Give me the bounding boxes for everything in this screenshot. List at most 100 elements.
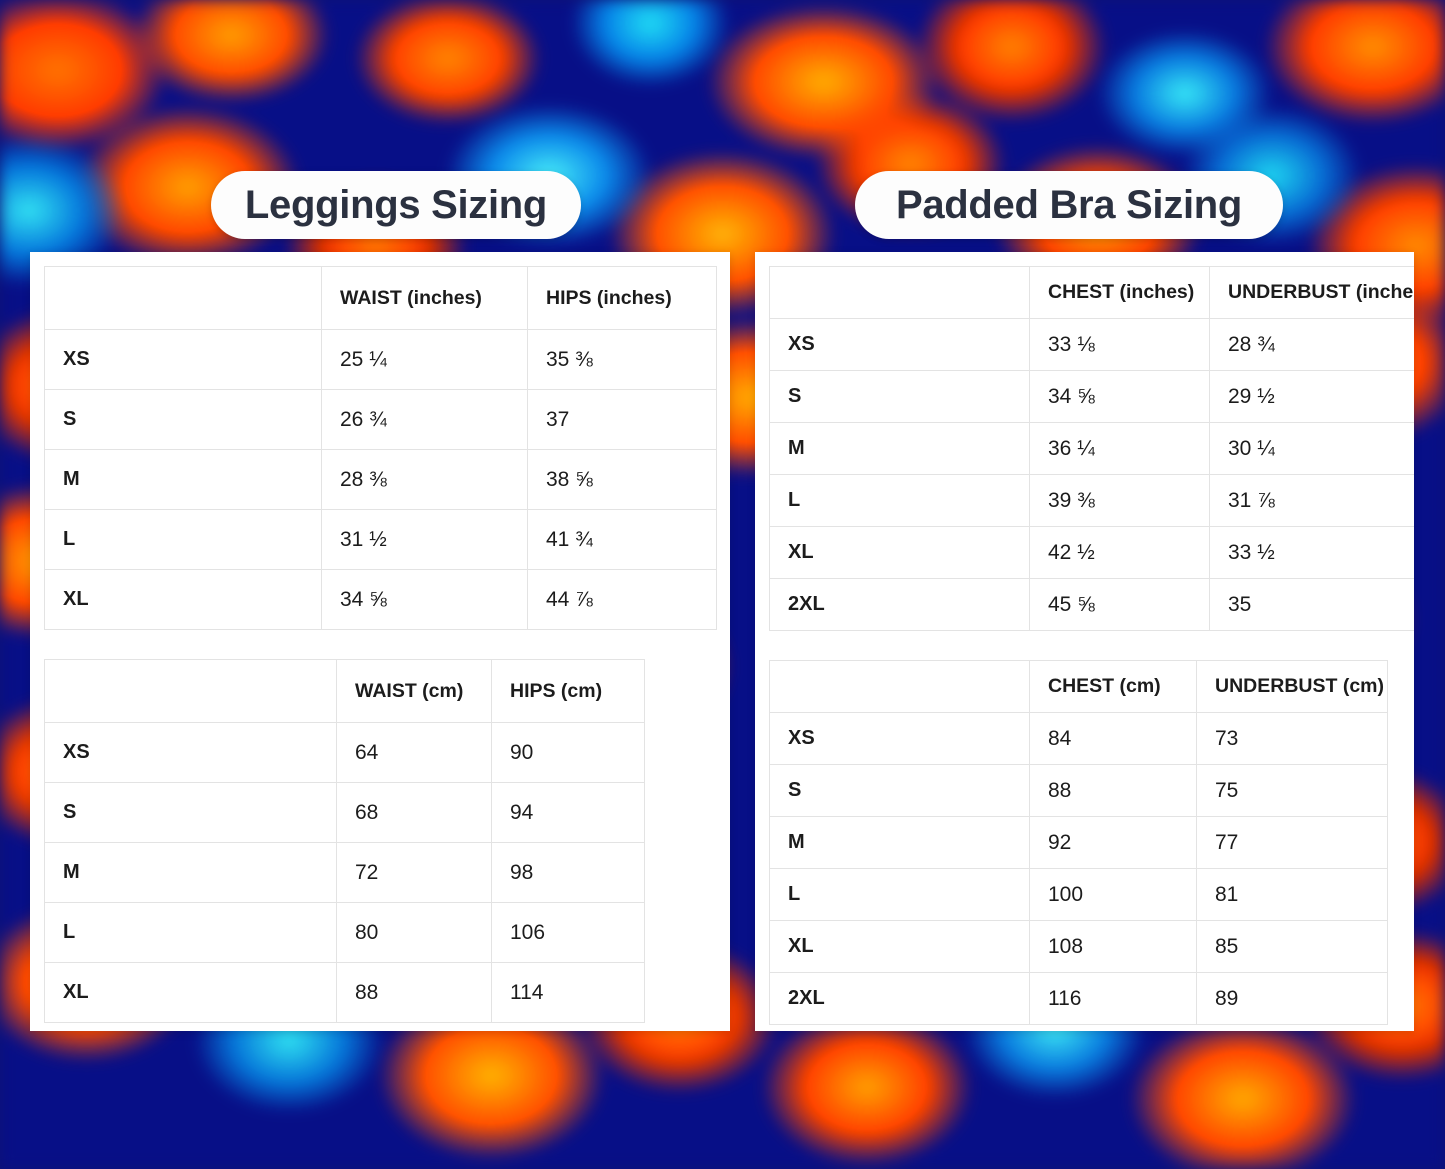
waist-value: 80	[336, 902, 492, 963]
size-label: 2XL	[769, 972, 1030, 1025]
size-label: XL	[44, 962, 337, 1023]
chest-value: 45 ⅝	[1029, 578, 1210, 631]
chest-value: 33 ⅛	[1029, 318, 1210, 371]
size-label: M	[769, 816, 1030, 869]
leggings-card: WAIST (inches) HIPS (inches) XS 25 ¼ 35 …	[30, 252, 730, 1031]
column-header-underbust: UNDERBUST (inches)	[1209, 266, 1414, 319]
table-row: L 39 ⅜ 31 ⅞	[769, 474, 1414, 527]
bra-inches-table: CHEST (inches) UNDERBUST (inches) XS 33 …	[769, 266, 1414, 631]
table-row: L 100 81	[769, 868, 1388, 921]
table-header-row: WAIST (inches) HIPS (inches)	[44, 266, 717, 330]
chest-value: 92	[1029, 816, 1197, 869]
underbust-value: 31 ⅞	[1209, 474, 1414, 527]
table-header-row: CHEST (cm) UNDERBUST (cm)	[769, 660, 1388, 713]
chest-value: 39 ⅜	[1029, 474, 1210, 527]
size-label: S	[44, 389, 322, 450]
hips-value: 44 ⅞	[527, 569, 717, 630]
column-header-size	[769, 660, 1030, 713]
table-row: XL 108 85	[769, 920, 1388, 973]
underbust-value: 81	[1196, 868, 1388, 921]
size-label: M	[769, 422, 1030, 475]
waist-value: 25 ¼	[321, 329, 528, 390]
chest-value: 116	[1029, 972, 1197, 1025]
column-header-size	[44, 659, 337, 723]
leggings-inches-table: WAIST (inches) HIPS (inches) XS 25 ¼ 35 …	[44, 266, 717, 630]
size-label: L	[769, 474, 1030, 527]
table-header-row: WAIST (cm) HIPS (cm)	[44, 659, 645, 723]
size-label: L	[44, 509, 322, 570]
hips-value: 94	[491, 782, 645, 843]
table-row: XS 33 ⅛ 28 ¾	[769, 318, 1414, 371]
chest-value: 36 ¼	[1029, 422, 1210, 475]
underbust-value: 35	[1209, 578, 1414, 631]
column-header-underbust: UNDERBUST (cm)	[1196, 660, 1388, 713]
table-row: M 72 98	[44, 842, 645, 903]
chest-value: 108	[1029, 920, 1197, 973]
size-label: 2XL	[769, 578, 1030, 631]
table-row: XL 34 ⅝ 44 ⅞	[44, 569, 717, 630]
size-label: XL	[769, 526, 1030, 579]
hips-value: 106	[491, 902, 645, 963]
chest-value: 42 ½	[1029, 526, 1210, 579]
table-row: XS 84 73	[769, 712, 1388, 765]
column-header-waist: WAIST (cm)	[336, 659, 492, 723]
table-header-row: CHEST (inches) UNDERBUST (inches)	[769, 266, 1414, 319]
table-row: 2XL 116 89	[769, 972, 1388, 1025]
waist-value: 26 ¾	[321, 389, 528, 450]
hips-value: 37	[527, 389, 717, 450]
column-header-size	[769, 266, 1030, 319]
table-row: S 26 ¾ 37	[44, 389, 717, 450]
table-row: S 88 75	[769, 764, 1388, 817]
table-row: L 80 106	[44, 902, 645, 963]
column-header-chest: CHEST (cm)	[1029, 660, 1197, 713]
underbust-value: 30 ¼	[1209, 422, 1414, 475]
table-row: M 92 77	[769, 816, 1388, 869]
hips-value: 41 ¾	[527, 509, 717, 570]
bra-title-pill: Padded Bra Sizing	[855, 171, 1283, 239]
waist-value: 34 ⅝	[321, 569, 528, 630]
table-row: XL 88 114	[44, 962, 645, 1023]
table-row: XS 25 ¼ 35 ⅜	[44, 329, 717, 390]
column-header-hips: HIPS (cm)	[491, 659, 645, 723]
chest-value: 84	[1029, 712, 1197, 765]
size-label: M	[44, 842, 337, 903]
leggings-title-pill: Leggings Sizing	[211, 171, 581, 239]
size-label: S	[769, 370, 1030, 423]
bra-cm-table: CHEST (cm) UNDERBUST (cm) XS 84 73 S 88 …	[769, 660, 1388, 1025]
size-label: XS	[44, 722, 337, 783]
size-label: XL	[44, 569, 322, 630]
underbust-value: 29 ½	[1209, 370, 1414, 423]
hips-value: 114	[491, 962, 645, 1023]
table-row: S 68 94	[44, 782, 645, 843]
waist-value: 64	[336, 722, 492, 783]
chest-value: 34 ⅝	[1029, 370, 1210, 423]
waist-value: 88	[336, 962, 492, 1023]
leggings-cm-table: WAIST (cm) HIPS (cm) XS 64 90 S 68 94 M …	[44, 659, 645, 1023]
size-label: L	[44, 902, 337, 963]
size-label: S	[769, 764, 1030, 817]
waist-value: 28 ⅜	[321, 449, 528, 510]
table-row: XL 42 ½ 33 ½	[769, 526, 1414, 579]
underbust-value: 89	[1196, 972, 1388, 1025]
size-label: L	[769, 868, 1030, 921]
hips-value: 35 ⅜	[527, 329, 717, 390]
size-label: XS	[769, 318, 1030, 371]
column-header-chest: CHEST (inches)	[1029, 266, 1210, 319]
size-label: XS	[44, 329, 322, 390]
hips-value: 90	[491, 722, 645, 783]
table-row: 2XL 45 ⅝ 35	[769, 578, 1414, 631]
table-row: S 34 ⅝ 29 ½	[769, 370, 1414, 423]
underbust-value: 73	[1196, 712, 1388, 765]
table-row: XS 64 90	[44, 722, 645, 783]
column-header-size	[44, 266, 322, 330]
underbust-value: 85	[1196, 920, 1388, 973]
hips-value: 98	[491, 842, 645, 903]
chest-value: 100	[1029, 868, 1197, 921]
underbust-value: 75	[1196, 764, 1388, 817]
waist-value: 72	[336, 842, 492, 903]
table-row: M 36 ¼ 30 ¼	[769, 422, 1414, 475]
leggings-title-text: Leggings Sizing	[244, 182, 548, 227]
column-header-hips: HIPS (inches)	[527, 266, 717, 330]
hips-value: 38 ⅝	[527, 449, 717, 510]
size-label: S	[44, 782, 337, 843]
